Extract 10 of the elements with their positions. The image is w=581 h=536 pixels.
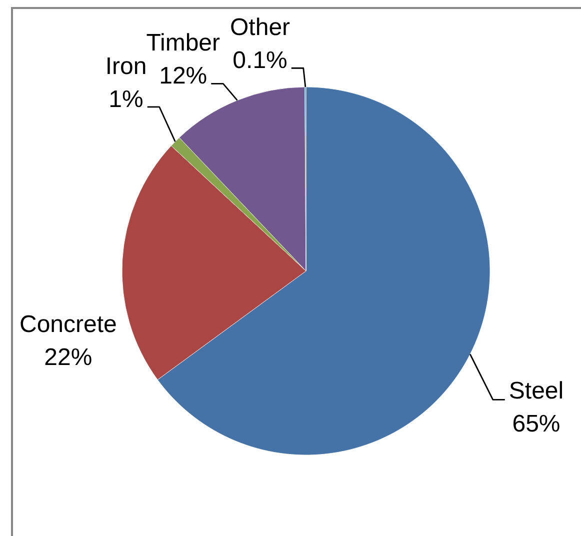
slice-label: Iron [105, 52, 147, 80]
data-label: 0.1% [232, 47, 288, 74]
slice-label: Concrete [19, 310, 117, 338]
data-label: 1% [108, 86, 144, 113]
slice-label: Steel [508, 378, 564, 405]
data-label: 12% [159, 62, 208, 90]
slice-label: Other [230, 14, 290, 42]
data-label: 22% [44, 344, 92, 371]
slice-label: Timber [146, 30, 220, 57]
data-label: 65% [512, 410, 560, 438]
